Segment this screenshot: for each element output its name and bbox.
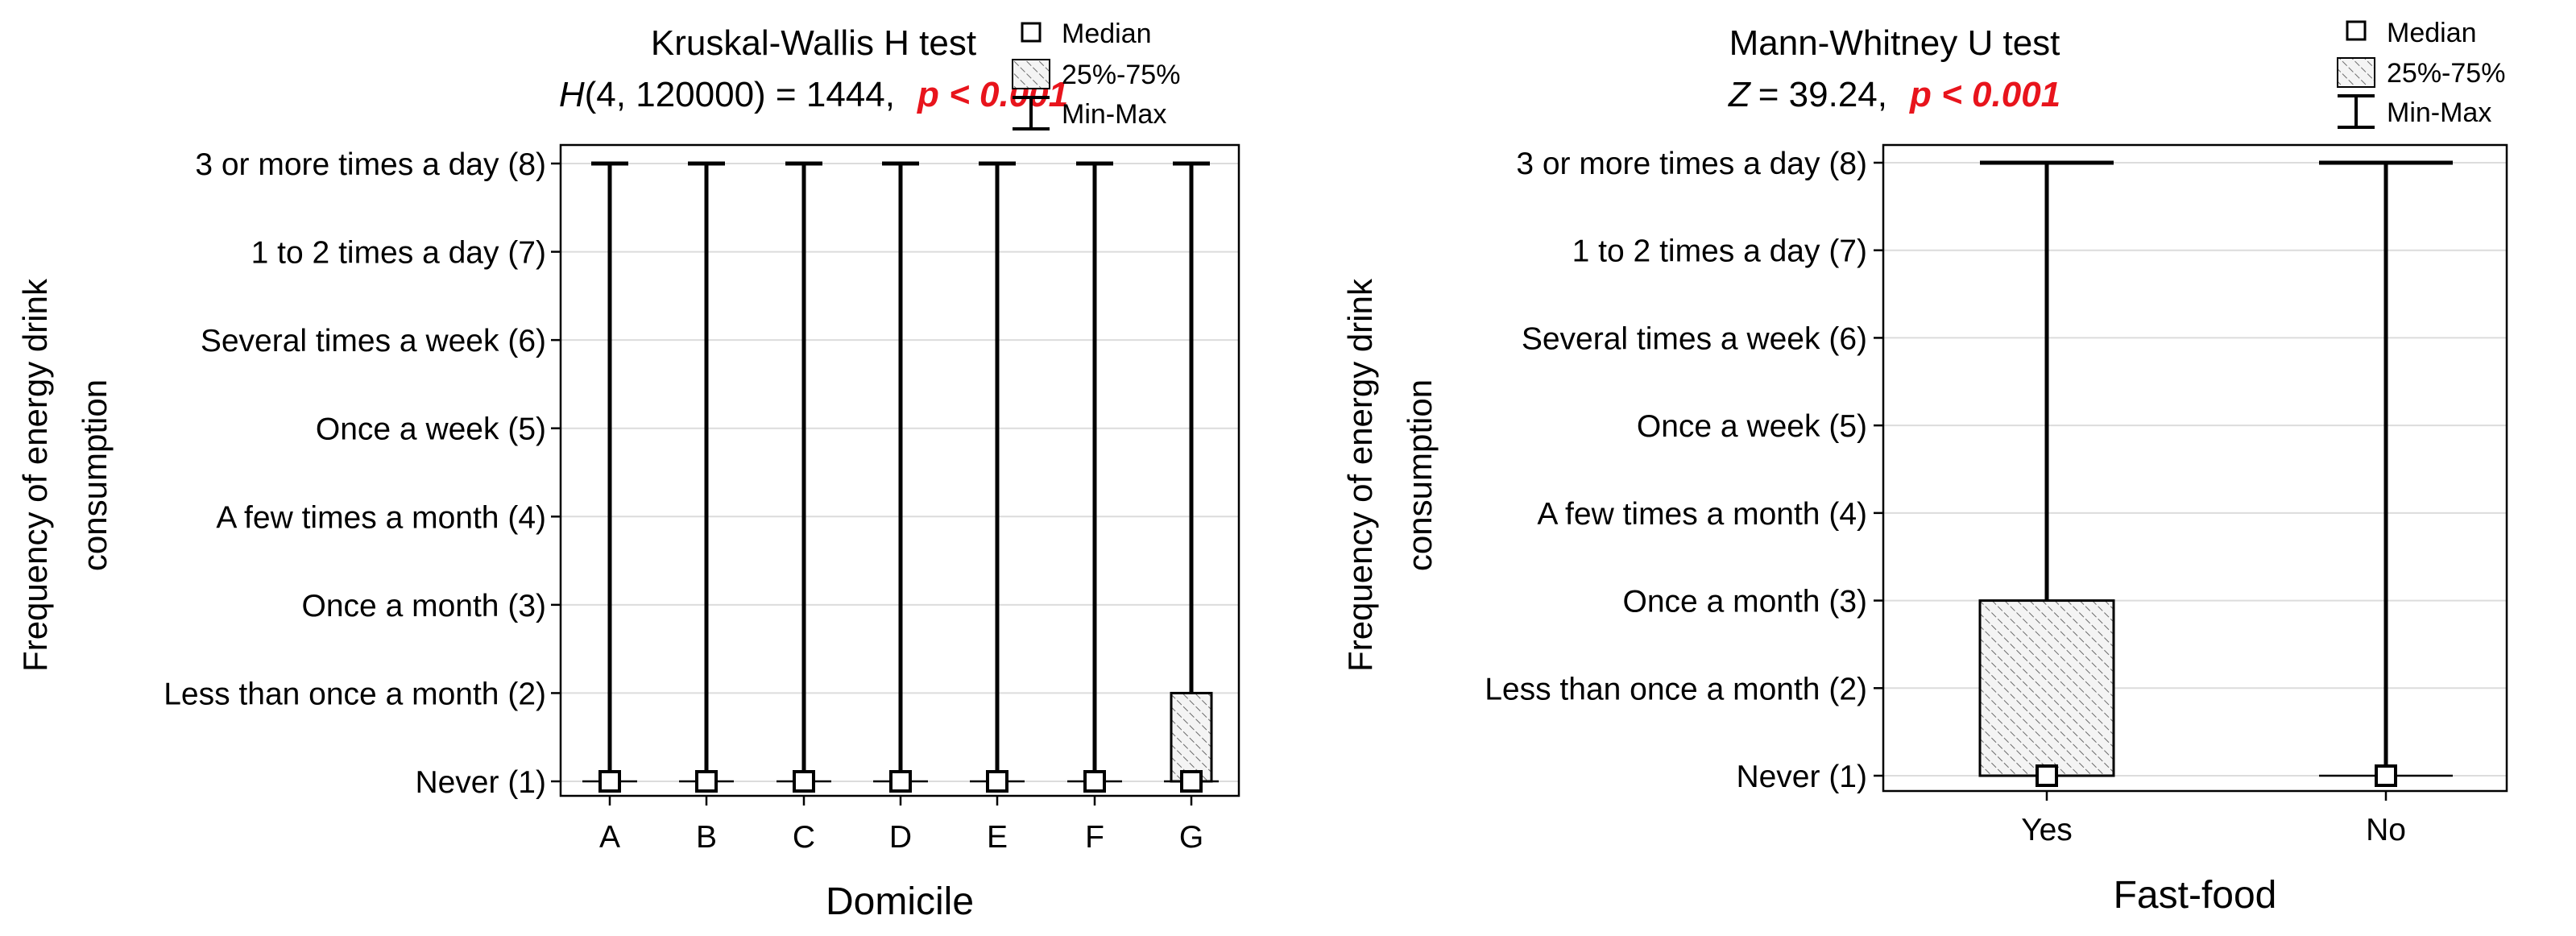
box-d [873, 161, 928, 793]
legend-iqr-swatch [1012, 59, 1050, 89]
y-tick-label: Once a month (3) [302, 589, 546, 623]
x-tick-labels: A B C D E F G [599, 796, 1203, 855]
y-tick-label: A few times a month (4) [216, 500, 546, 535]
stat-line: Z = 39.24, p < 0.001 [1728, 75, 2060, 114]
plot-frame [1882, 143, 2508, 793]
x-axis-label: Domicile [826, 880, 974, 923]
boxes [582, 161, 1219, 793]
y-tick-label: 3 or more times a day (8) [195, 147, 546, 182]
y-tick-label: Once a week (5) [316, 412, 546, 447]
chart-fast-food: Mann-Whitney U test Z = 39.24, p < 0.001 M… [1341, 18, 2508, 917]
legend: Median 25%-75% Min-Max [1012, 19, 1180, 130]
y-tick-label: 1 to 2 times a day (7) [1572, 234, 1867, 269]
stat-symbol: Z [1728, 75, 1752, 114]
legend-iqr-label: 25%-75% [1062, 60, 1180, 90]
x-tick-label: E [987, 820, 1008, 855]
y-tick-label: Once a week (5) [1637, 409, 1867, 444]
median-marker [2036, 764, 2058, 787]
y-axis-label-line-1: Frequency of energy drink [1341, 278, 1379, 672]
median-marker [1083, 770, 1106, 793]
x-tick-label: C [793, 820, 815, 855]
legend-median-label: Median [2387, 18, 2477, 48]
box-no [2319, 160, 2453, 787]
median-marker [793, 770, 815, 793]
median-marker [1180, 770, 1203, 793]
y-axis-label: Frequency of energy drink consumption [1341, 278, 1439, 672]
gridlines [1883, 162, 2507, 777]
y-axis-label-line-2: consumption [1401, 379, 1439, 571]
median-marker [986, 770, 1008, 793]
x-tick-label: B [696, 820, 717, 855]
x-tick-labels: Yes No [2021, 791, 2406, 847]
stat-value: (4, 120000) = 1444, [585, 75, 895, 114]
stat-symbol: H [559, 75, 585, 114]
iqr-box [1170, 691, 1213, 783]
x-tick-label: No [2366, 813, 2406, 847]
box-e [970, 161, 1025, 793]
legend-range-marker [1013, 96, 1050, 130]
y-tick-label: Once a month (3) [1623, 585, 1867, 619]
legend: Median 25%-75% Min-Max [2337, 18, 2505, 129]
stat-line: H(4, 120000) = 1444, p < 0.001 [559, 75, 1068, 114]
title-text: Kruskal-Wallis H test [651, 23, 976, 63]
box-f [1067, 161, 1122, 793]
box-g [1164, 161, 1219, 793]
title-line: Kruskal-Wallis H test [651, 23, 976, 63]
legend-iqr-swatch [2337, 57, 2375, 88]
y-tick-label: A few times a month (4) [1537, 497, 1867, 532]
y-axis-label: Frequency of energy drink consumption [16, 278, 114, 672]
title-line: Mann-Whitney U test [1729, 23, 2060, 63]
legend-median-marker [2346, 20, 2367, 41]
y-axis-label-line-2: consumption [76, 379, 114, 571]
median-marker [2375, 764, 2397, 787]
y-tick-label: Less than once a month (2) [164, 677, 546, 711]
p-value: p < 0.001 [1909, 75, 2060, 114]
box-a [582, 161, 637, 793]
boxes [1978, 160, 2453, 787]
y-tick-labels: 3 or more times a day (8) 1 to 2 times a … [164, 147, 561, 800]
box-yes [1978, 160, 2115, 787]
median-marker [598, 770, 621, 793]
stat-value: = 39.24, [1758, 75, 1887, 114]
iqr-box [1978, 599, 2115, 777]
legend-median-marker [1021, 22, 1042, 43]
chart-title: Mann-Whitney U test Z = 39.24, p < 0.001 [1728, 23, 2060, 114]
x-tick-label: G [1179, 820, 1203, 855]
y-tick-label: 3 or more times a day (8) [1516, 147, 1867, 181]
legend-iqr-label: 25%-75% [2387, 58, 2505, 89]
title-text: Mann-Whitney U test [1729, 23, 2060, 63]
y-axis-label-line-1: Frequency of energy drink [16, 278, 54, 672]
x-tick-label: A [599, 820, 620, 855]
y-tick-label: Never (1) [415, 765, 546, 800]
median-marker [889, 770, 912, 793]
x-axis-label: Fast-food [2114, 874, 2277, 917]
y-tick-label: Several times a week (6) [1522, 321, 1867, 356]
y-tick-label: Several times a week (6) [201, 324, 546, 358]
x-tick-label: D [889, 820, 912, 855]
legend-range-label: Min-Max [2387, 97, 2491, 128]
y-tick-label: 1 to 2 times a day (7) [251, 236, 546, 271]
x-tick-label: F [1085, 820, 1104, 855]
y-tick-labels: 3 or more times a day (8) 1 to 2 times a … [1485, 147, 1883, 794]
chart-domicile: Kruskal-Wallis H test H(4, 120000) = 144… [16, 19, 1240, 923]
y-tick-label: Less than once a month (2) [1485, 672, 1867, 706]
legend-median-label: Median [1062, 19, 1152, 49]
legend-range-marker [2338, 94, 2375, 129]
box-c [777, 161, 831, 793]
box-b [679, 161, 734, 793]
y-tick-label: Never (1) [1736, 760, 1867, 794]
legend-range-label: Min-Max [1062, 99, 1166, 130]
x-tick-label: Yes [2021, 813, 2073, 847]
chart-title: Kruskal-Wallis H test H(4, 120000) = 144… [559, 23, 1068, 114]
median-marker [695, 770, 718, 793]
